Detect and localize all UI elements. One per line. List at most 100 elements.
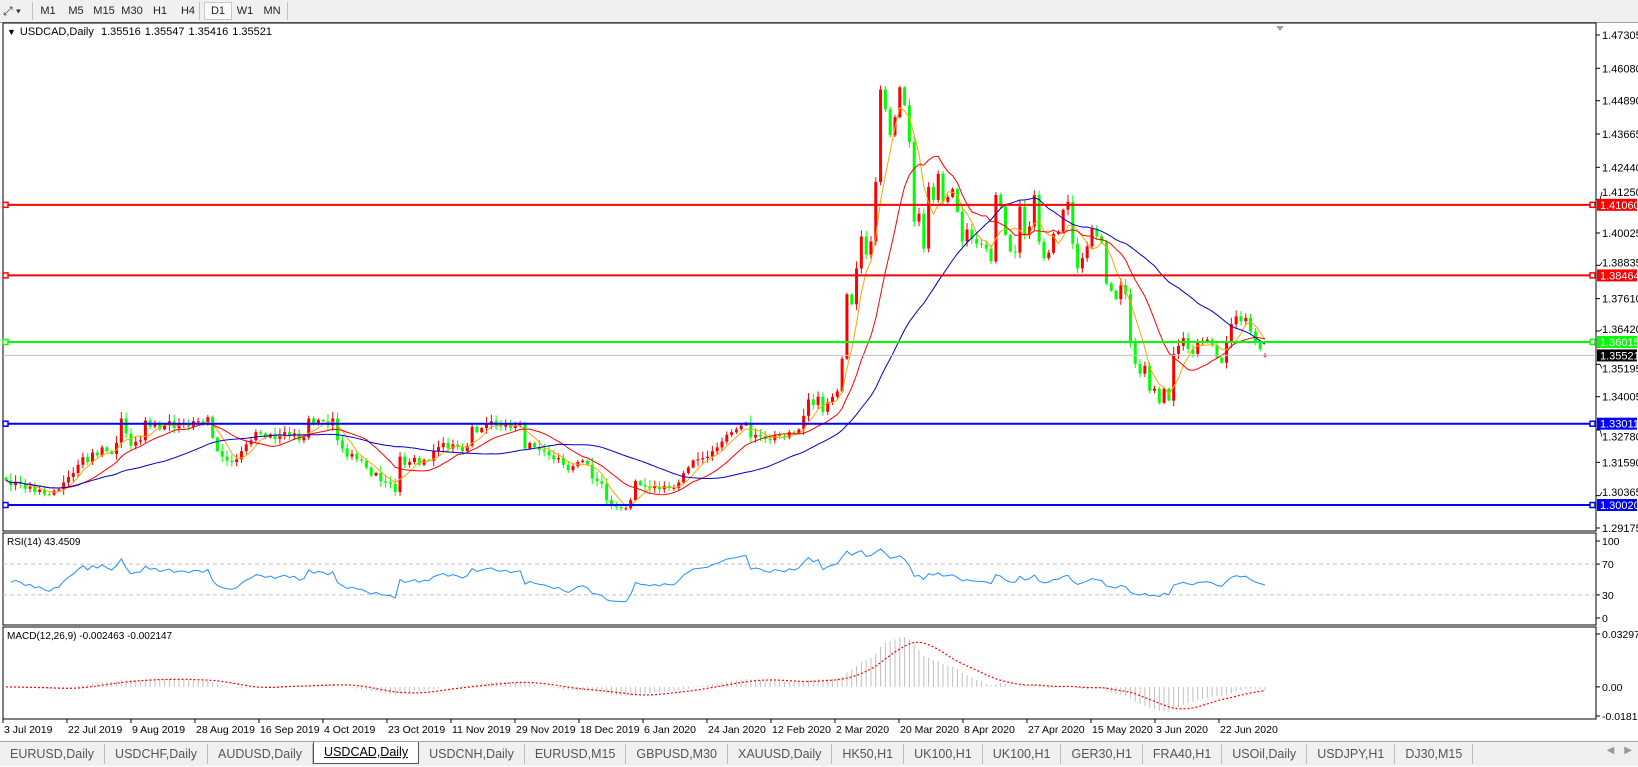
chart-tab[interactable]: FRA40,H1 <box>1143 744 1223 764</box>
candle <box>658 486 662 490</box>
ohlc-close: 1.35521 <box>232 26 273 38</box>
price-tick-connector <box>1599 262 1603 266</box>
level-price-label: 1.30020 <box>1600 500 1638 512</box>
date-tick-label: 9 Aug 2019 <box>132 724 185 736</box>
candle <box>595 478 599 482</box>
date-tick-label: 2 Mar 2020 <box>836 724 889 736</box>
chart-tab[interactable]: UK100,H1 <box>983 744 1062 764</box>
candle <box>1196 342 1200 354</box>
candle <box>278 434 282 439</box>
candle <box>653 486 657 489</box>
timeframe-w1-button[interactable]: W1 <box>236 5 254 17</box>
candle <box>1042 241 1046 259</box>
chart-tab[interactable]: EURUSD,Daily <box>0 744 106 764</box>
level-price-tag <box>1597 417 1637 430</box>
candle <box>806 399 810 416</box>
level-handle-right[interactable] <box>1589 501 1596 509</box>
level-handle-right[interactable] <box>1589 272 1596 279</box>
timeframe-m5-button[interactable]: M5 <box>68 5 84 17</box>
chart-tab[interactable]: AUDUSD,Daily <box>208 744 314 764</box>
candle <box>273 434 277 439</box>
level-handle-right[interactable] <box>1589 338 1596 346</box>
candle <box>758 434 762 437</box>
candle <box>590 464 594 479</box>
level-handle-right[interactable] <box>1589 201 1596 209</box>
timeframe-h4-button[interactable]: H4 <box>180 5 196 17</box>
chart-tab[interactable]: XAUUSD,Daily <box>728 744 833 764</box>
timeframe-m30-button[interactable]: M30 <box>121 5 143 17</box>
price-tick-label: 1.46080 <box>1602 63 1638 75</box>
candle <box>1085 246 1089 259</box>
level-handle-right[interactable] <box>1589 420 1596 427</box>
price-tick-label: 1.41250 <box>1602 187 1638 199</box>
candle <box>384 481 388 483</box>
level-price-label: 1.36015 <box>1600 337 1638 349</box>
candle <box>638 481 642 486</box>
scroll-left-icon[interactable]: ◀ <box>1606 745 1615 756</box>
candle <box>701 457 705 460</box>
timeframe-h1-button[interactable]: H1 <box>152 5 168 17</box>
candle <box>768 438 772 441</box>
candle <box>1071 201 1075 244</box>
candle <box>1162 388 1166 403</box>
price-tick-label: 1.40025 <box>1602 228 1638 240</box>
candle <box>489 421 493 424</box>
level-handle-left[interactable] <box>2 420 9 427</box>
candle <box>1133 342 1137 364</box>
candle <box>552 455 556 460</box>
chart-tab[interactable]: USOil,Daily <box>1222 744 1308 764</box>
chart-shift-marker-icon[interactable] <box>1276 26 1284 31</box>
timeframe-m15-button[interactable]: M15 <box>93 5 115 17</box>
chart-tab[interactable]: USDJPY,H1 <box>1307 744 1396 764</box>
candle <box>691 460 695 468</box>
candle <box>1104 241 1108 284</box>
candle <box>124 418 128 434</box>
timeframe-m1-button[interactable]: M1 <box>40 5 56 17</box>
toolbar-grip[interactable] <box>32 2 33 20</box>
candle <box>465 445 469 452</box>
candle <box>859 236 863 269</box>
candle <box>350 453 354 457</box>
candle <box>566 464 570 471</box>
candle <box>643 485 647 487</box>
chart-tab[interactable]: USDCAD,Daily <box>313 742 420 764</box>
chart-tab[interactable]: USDCNH,Daily <box>419 744 525 764</box>
chart-tab[interactable]: USDCHF,Daily <box>105 744 208 764</box>
candle <box>480 428 484 433</box>
candle <box>1008 234 1012 252</box>
candle <box>66 477 70 483</box>
candle <box>835 391 839 397</box>
candle <box>581 460 585 463</box>
candle <box>1225 342 1229 363</box>
candle <box>1018 206 1022 253</box>
rsi-tick-label: 0 <box>1602 613 1608 625</box>
level-handle-left[interactable] <box>2 338 9 346</box>
chart-tab[interactable]: EURUSD,M15 <box>525 744 627 764</box>
date-tick-label: 29 Nov 2019 <box>516 724 576 736</box>
chart-tab[interactable]: GBPUSD,M30 <box>626 744 728 764</box>
candle <box>90 452 94 463</box>
chart-tab[interactable]: HK50,H1 <box>832 744 905 764</box>
date-tick-label: 15 May 2020 <box>1092 724 1153 736</box>
level-handle-left[interactable] <box>2 201 9 209</box>
level-handle-left[interactable] <box>2 272 9 279</box>
scroll-right-icon[interactable]: ▶ <box>1624 745 1632 756</box>
candle <box>225 456 229 461</box>
candle <box>134 441 138 446</box>
timeframe-d1-button[interactable]: D1 <box>204 2 232 20</box>
candle <box>696 459 700 461</box>
level-handle-left[interactable] <box>2 501 9 509</box>
chart-tab[interactable]: GER30,H1 <box>1061 744 1143 764</box>
chart-tab[interactable]: DJ30,M15 <box>1395 744 1474 764</box>
candle <box>1128 294 1132 343</box>
candle <box>1032 195 1036 227</box>
chart-tab[interactable]: UK100,H1 <box>904 744 983 764</box>
candle <box>715 447 719 452</box>
candle <box>369 467 373 476</box>
date-tick-label: 8 Apr 2020 <box>964 724 1015 736</box>
timeframe-mn-button[interactable]: MN <box>263 5 281 17</box>
chart-collapse-icon[interactable]: ▼ <box>7 27 16 37</box>
candle <box>283 432 287 435</box>
crosshair-pointer-icon[interactable]: ⤢ ▾ <box>3 4 21 18</box>
